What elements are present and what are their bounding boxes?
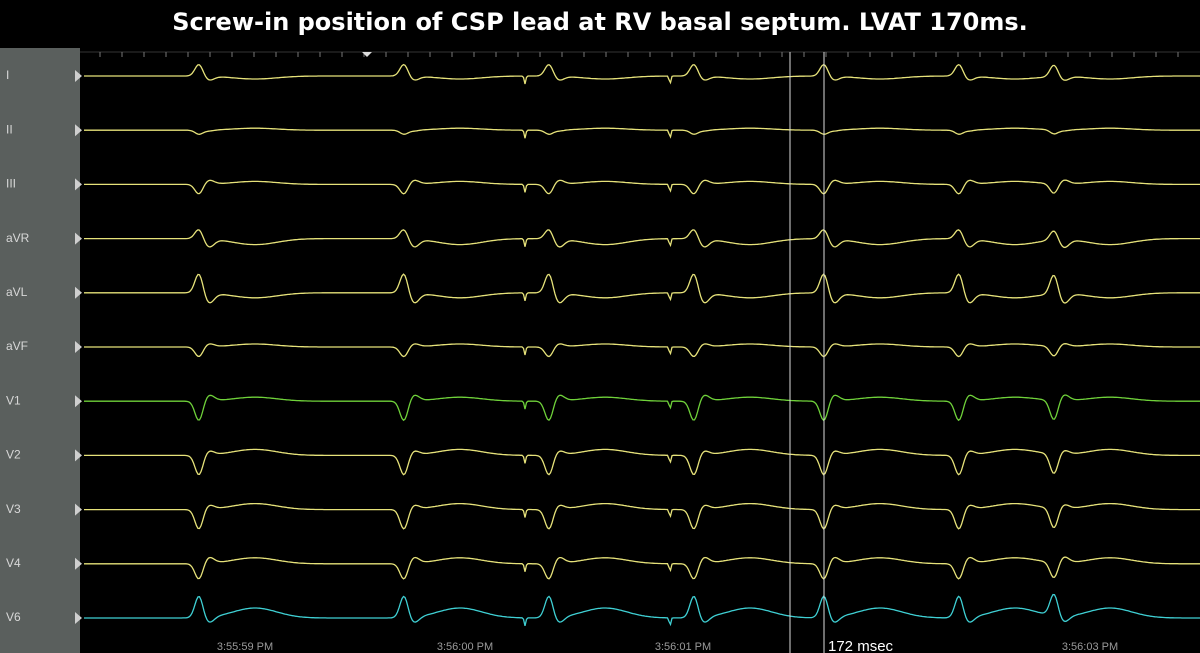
ecg-trace (84, 448, 1200, 476)
lead-marker (75, 449, 82, 462)
lead-label: III (6, 177, 16, 191)
marker (362, 52, 372, 57)
ecg-trace (84, 343, 1200, 358)
lead-marker (75, 557, 82, 570)
lead-marker (75, 612, 82, 624)
lead-label: V2 (6, 448, 21, 462)
lead-label: II (6, 122, 13, 136)
lead-label: I (6, 68, 9, 82)
time-label: 3:55:59 PM (217, 641, 273, 653)
lead-label: aVL (6, 285, 28, 299)
lead-label: V3 (6, 502, 21, 516)
lead-marker (75, 232, 82, 245)
lead-marker (75, 341, 82, 353)
time-labels: 3:55:59 PM 3:56:00 PM 3:56:01 PM 3:56:03 PM (217, 641, 1118, 653)
ecg-trace (84, 593, 1200, 627)
ecg-trace (84, 556, 1200, 580)
ecg-trace (84, 229, 1200, 249)
lead-marker (75, 70, 82, 82)
lead-marker (75, 124, 82, 137)
ecg-trace (84, 394, 1200, 422)
title: Screw-in position of CSP lead at RV basa… (172, 8, 1028, 36)
time-label: 3:56:01 PM (655, 641, 711, 653)
lead-marker (75, 178, 82, 191)
lead-marker (75, 503, 82, 516)
ecg-trace (84, 502, 1200, 530)
lead-marker (75, 286, 82, 299)
caliper-label: 172 msec (828, 638, 894, 653)
ecg-trace (84, 63, 1200, 85)
ecg-trace (84, 273, 1200, 304)
ecg-trace (84, 179, 1200, 195)
lead-label: V4 (6, 556, 21, 570)
lead-label: aVF (6, 339, 28, 353)
lead-label: V6 (6, 610, 21, 624)
ecg-trace (84, 127, 1200, 139)
lead-label: aVR (6, 231, 30, 245)
time-ticks (99, 52, 1179, 57)
lead-sidebar (0, 48, 80, 653)
time-label: 3:56:00 PM (437, 641, 493, 653)
lead-label: V1 (6, 393, 21, 407)
time-label: 3:56:03 PM (1062, 641, 1118, 653)
lead-marker (75, 395, 82, 408)
